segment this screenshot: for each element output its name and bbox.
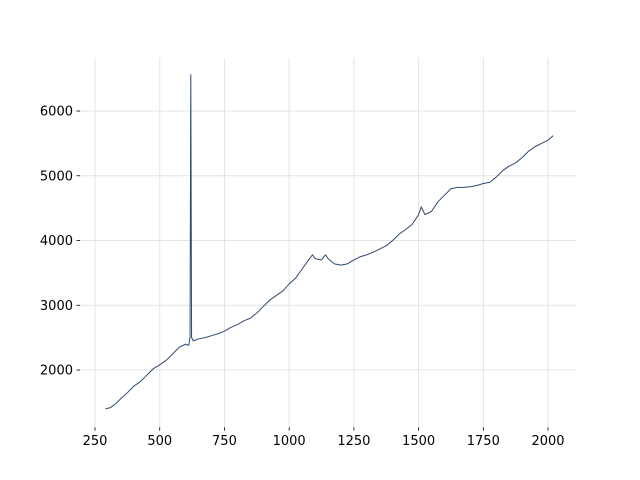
y-tick-label: 3000 [40,299,73,314]
x-tick-label: 750 [212,434,237,449]
x-tick-label: 1500 [402,434,435,449]
y-tick-label: 5000 [40,169,73,184]
x-tick-label: 1000 [273,434,306,449]
y-tick-label: 6000 [40,105,73,120]
x-tick-label: 250 [83,434,108,449]
y-tick-label: 4000 [40,234,73,249]
x-tick-label: 500 [147,434,172,449]
x-tick-label: 1250 [337,434,370,449]
x-tick-label: 1750 [467,434,500,449]
y-tick-label: 2000 [40,364,73,379]
data-line [105,74,554,410]
x-tick-label: 2000 [531,434,564,449]
